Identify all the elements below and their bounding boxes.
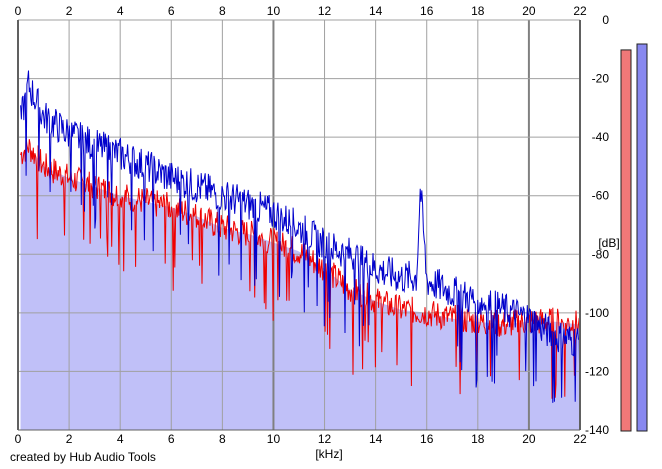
x-tick-label-bottom: 22 bbox=[573, 432, 587, 446]
x-tick-labels-top: 0 2 4 6 8 10 12 14 16 18 20 22 bbox=[15, 4, 587, 18]
x-tick-label-bottom: 8 bbox=[219, 432, 226, 446]
y-tick-label: -60 bbox=[592, 189, 610, 203]
right-level-meter bbox=[636, 43, 648, 432]
x-tick-label-top: 2 bbox=[66, 4, 73, 18]
x-tick-label-top: 18 bbox=[471, 4, 485, 18]
x-axis-label: [kHz] bbox=[315, 447, 342, 461]
y-tick-label: -100 bbox=[585, 306, 609, 320]
x-tick-label-bottom: 12 bbox=[318, 432, 332, 446]
left-level-meter bbox=[620, 49, 632, 432]
y-tick-labels: 0 -20 -40 -60 -80 -100 -120 -140 bbox=[585, 13, 609, 437]
credit-text: created by Hub Audio Tools bbox=[10, 450, 156, 464]
x-tick-label-top: 16 bbox=[420, 4, 434, 18]
y-tick-label: -40 bbox=[592, 130, 610, 144]
plot-frame bbox=[17, 20, 581, 431]
x-tick-label-top: 22 bbox=[573, 4, 587, 18]
x-tick-label-top: 8 bbox=[219, 4, 226, 18]
x-tick-label-top: 20 bbox=[522, 4, 536, 18]
level-meters bbox=[620, 43, 648, 432]
x-tick-label-bottom: 6 bbox=[168, 432, 175, 446]
x-tick-label-top: 4 bbox=[117, 4, 124, 18]
x-tick-label-top: 6 bbox=[168, 4, 175, 18]
x-tick-label-bottom: 16 bbox=[420, 432, 434, 446]
x-tick-label-top: 10 bbox=[267, 4, 281, 18]
right-channel-line bbox=[20, 70, 581, 405]
x-tick-label-bottom: 2 bbox=[66, 432, 73, 446]
y-tick-label: -20 bbox=[592, 72, 610, 86]
x-tick-label-bottom: 4 bbox=[117, 432, 124, 446]
y-axis-label: [dB] bbox=[598, 236, 619, 250]
x-tick-label-bottom: 20 bbox=[522, 432, 536, 446]
y-tick-label: 0 bbox=[602, 13, 609, 27]
y-tick-label: -140 bbox=[585, 423, 609, 437]
x-tick-label-bottom: 0 bbox=[15, 432, 22, 446]
series-lines bbox=[20, 70, 581, 405]
x-tick-label-top: 0 bbox=[15, 4, 22, 18]
x-tick-label-bottom: 18 bbox=[471, 432, 485, 446]
spectrum-fill bbox=[20, 146, 580, 430]
x-tick-label-top: 12 bbox=[318, 4, 332, 18]
x-tick-labels-bottom: 0 2 4 6 8 10 12 14 16 18 20 22 bbox=[15, 432, 587, 446]
spectrum-fill-area bbox=[20, 146, 580, 430]
x-tick-label-top: 14 bbox=[369, 4, 383, 18]
x-tick-label-bottom: 10 bbox=[267, 432, 281, 446]
y-tick-label: -80 bbox=[592, 247, 610, 261]
y-tick-label: -120 bbox=[585, 364, 609, 378]
x-tick-label-bottom: 14 bbox=[369, 432, 383, 446]
